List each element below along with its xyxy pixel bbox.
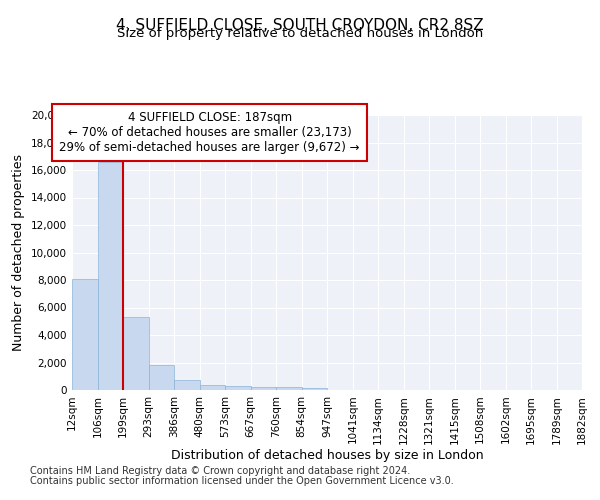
Text: Size of property relative to detached houses in London: Size of property relative to detached ho… — [117, 28, 483, 40]
Text: Contains HM Land Registry data © Crown copyright and database right 2024.: Contains HM Land Registry data © Crown c… — [30, 466, 410, 476]
X-axis label: Distribution of detached houses by size in London: Distribution of detached houses by size … — [170, 449, 484, 462]
Bar — [276, 388, 302, 390]
Bar — [251, 387, 276, 390]
Bar — [123, 317, 149, 390]
Text: 4, SUFFIELD CLOSE, SOUTH CROYDON, CR2 8SZ: 4, SUFFIELD CLOSE, SOUTH CROYDON, CR2 8S… — [116, 18, 484, 32]
Bar — [225, 386, 251, 390]
Bar — [174, 380, 200, 390]
Bar — [98, 162, 123, 390]
Text: Contains public sector information licensed under the Open Government Licence v3: Contains public sector information licen… — [30, 476, 454, 486]
Y-axis label: Number of detached properties: Number of detached properties — [13, 154, 25, 351]
Bar — [302, 388, 327, 390]
Text: 4 SUFFIELD CLOSE: 187sqm
← 70% of detached houses are smaller (23,173)
29% of se: 4 SUFFIELD CLOSE: 187sqm ← 70% of detach… — [59, 112, 360, 154]
Bar — [72, 278, 98, 390]
Bar — [200, 385, 225, 390]
Bar — [149, 364, 174, 390]
